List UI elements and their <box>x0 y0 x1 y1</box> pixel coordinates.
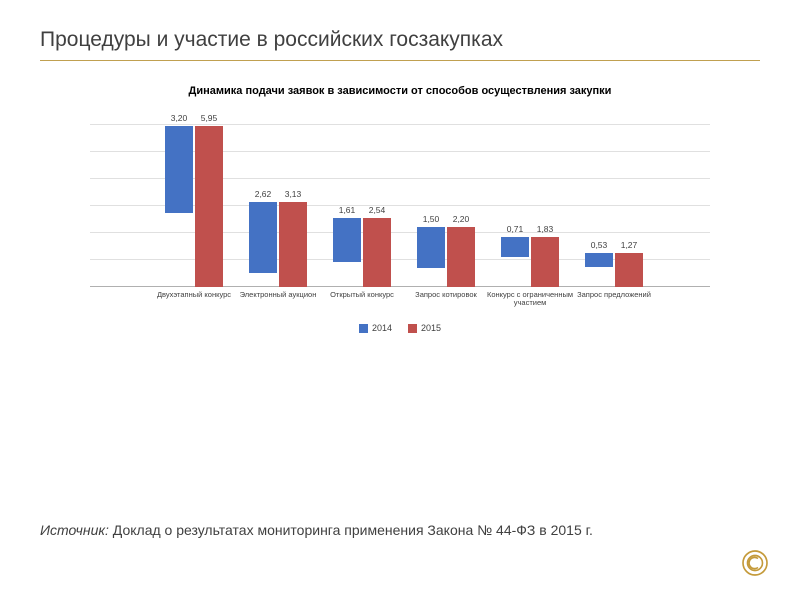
bar-group: 0,531,27 <box>584 253 644 287</box>
x-axis-labels: Двухэтапный конкурсЭлектронный аукционОт… <box>90 291 710 305</box>
legend-label: 2015 <box>421 323 441 333</box>
bar-value-label: 2,54 <box>363 205 391 215</box>
bar: 0,71 <box>501 237 529 256</box>
source-text: Доклад о результатах мониторинга примене… <box>109 522 593 538</box>
bar-value-label: 3,13 <box>279 189 307 199</box>
legend-label: 2014 <box>372 323 392 333</box>
bar-group: 0,711,83 <box>500 237 560 287</box>
bar: 3,13 <box>279 202 307 287</box>
bar-group: 3,205,95 <box>164 126 224 287</box>
slide: Процедуры и участие в российских госзаку… <box>0 0 800 600</box>
bar: 5,95 <box>195 126 223 287</box>
chart-area: Динамика подачи заявок в зависимости от … <box>40 85 760 335</box>
bar: 3,20 <box>165 126 193 213</box>
x-axis-label: Запрос предложений <box>564 291 664 299</box>
source-note: Источник: Доклад о результатах мониторин… <box>40 520 593 540</box>
chart-title: Динамика подачи заявок в зависимости от … <box>60 85 740 97</box>
bar: 1,50 <box>417 227 445 268</box>
bar-value-label: 1,50 <box>417 214 445 224</box>
page-title: Процедуры и участие в российских госзаку… <box>40 28 760 60</box>
bar: 0,53 <box>585 253 613 267</box>
bar-group: 2,623,13 <box>248 202 308 287</box>
title-underline <box>40 60 760 61</box>
bar: 2,62 <box>249 202 277 273</box>
gridline <box>90 124 710 125</box>
bar: 1,27 <box>615 253 643 287</box>
copyright-logo-icon <box>740 548 770 578</box>
bar: 1,83 <box>531 237 559 287</box>
plot-area: 3,205,95 2,623,13 1,612,54 1,502,20 0,711,83… <box>90 111 710 287</box>
bar: 2,20 <box>447 227 475 287</box>
bar-value-label: 0,53 <box>585 240 613 250</box>
legend-swatch <box>408 324 417 333</box>
bar-group: 1,502,20 <box>416 227 476 287</box>
bar-value-label: 1,61 <box>333 205 361 215</box>
bar-value-label: 1,83 <box>531 224 559 234</box>
bar-value-label: 3,20 <box>165 113 193 123</box>
source-label: Источник: <box>40 522 109 538</box>
legend-item: 2014 <box>359 323 392 333</box>
bar-chart: 3,205,95 2,623,13 1,612,54 1,502,20 0,711,83… <box>80 111 720 301</box>
bar: 1,61 <box>333 218 361 262</box>
bar: 2,54 <box>363 218 391 287</box>
bar-value-label: 1,27 <box>615 240 643 250</box>
bar-value-label: 5,95 <box>195 113 223 123</box>
legend: 2014 2015 <box>60 323 740 335</box>
legend-item: 2015 <box>408 323 441 333</box>
bar-value-label: 0,71 <box>501 224 529 234</box>
bar-group: 1,612,54 <box>332 218 392 287</box>
bar-value-label: 2,62 <box>249 189 277 199</box>
bar-value-label: 2,20 <box>447 214 475 224</box>
legend-swatch <box>359 324 368 333</box>
